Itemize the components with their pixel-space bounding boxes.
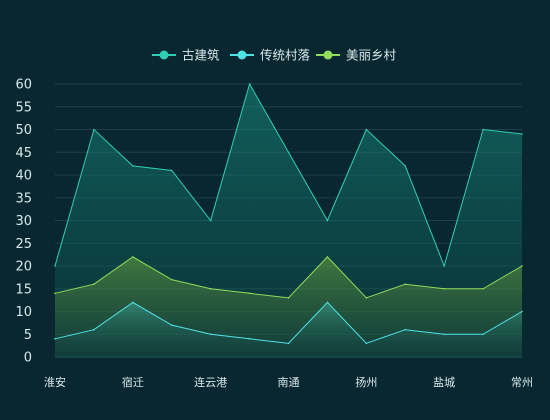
legend-marker-icon <box>323 50 333 60</box>
data-point <box>521 265 523 267</box>
data-point <box>521 133 523 135</box>
data-point <box>365 297 368 299</box>
series-areas <box>55 84 522 357</box>
data-point <box>287 297 290 299</box>
data-point <box>93 128 95 131</box>
data-point <box>326 301 329 304</box>
x-tick-label: 扬州 <box>355 375 377 389</box>
x-tick-label: 连云港 <box>194 376 227 389</box>
data-point <box>248 338 251 340</box>
legend-item-0[interactable]: 古建筑 <box>152 48 220 63</box>
data-point <box>404 283 407 286</box>
y-tick-label: 30 <box>15 214 32 229</box>
data-point <box>54 338 56 340</box>
y-tick-label: 50 <box>15 123 32 138</box>
data-point <box>404 328 407 331</box>
legend-marker-icon <box>159 50 169 60</box>
x-tick-label: 盐城 <box>433 376 455 389</box>
y-tick-label: 5 <box>24 328 32 343</box>
data-point <box>482 128 484 131</box>
y-tick-label: 20 <box>15 260 32 275</box>
data-point <box>132 256 134 258</box>
data-point <box>248 292 251 295</box>
data-point <box>132 165 134 167</box>
data-point <box>365 128 368 131</box>
y-tick-label: 35 <box>15 191 32 206</box>
data-point <box>326 219 329 222</box>
axes: 0 5 10 15 20 25 30 35 40 45 50 55 60 淮安 宿迁 连云港 南通 扬州 盐城 常州 <box>15 78 533 390</box>
data-point <box>170 169 173 172</box>
data-point <box>93 283 95 286</box>
data-point <box>443 287 445 290</box>
y-tick-label: 60 <box>15 78 32 93</box>
x-tick-label: 常州 <box>511 376 533 389</box>
data-point <box>54 265 56 267</box>
x-tick-label: 宿迁 <box>122 375 144 389</box>
legend: 古建筑 传统村落 美丽乡村 <box>152 48 397 63</box>
y-tick-label: 40 <box>15 169 32 184</box>
legend-marker-icon <box>237 50 247 60</box>
data-point <box>404 165 407 167</box>
data-point <box>482 287 484 290</box>
legend-item-2[interactable]: 美丽乡村 <box>316 48 397 63</box>
data-point <box>365 342 368 345</box>
legend-label: 美丽乡村 <box>346 48 397 63</box>
data-point <box>248 83 251 85</box>
data-point <box>482 333 484 336</box>
y-tick-label: 45 <box>15 146 32 161</box>
legend-label: 传统村落 <box>260 48 311 63</box>
data-point <box>521 310 523 313</box>
area-fill-series-1 <box>55 302 522 357</box>
y-tick-label: 10 <box>15 305 32 320</box>
data-point <box>93 328 95 331</box>
legend-item-1[interactable]: 传统村落 <box>230 48 311 63</box>
data-point <box>209 287 212 290</box>
data-point <box>287 342 290 345</box>
data-point <box>443 265 445 267</box>
y-tick-label: 25 <box>15 237 32 252</box>
data-point <box>443 333 445 336</box>
legend-label: 古建筑 <box>182 48 220 63</box>
y-tick-label: 15 <box>15 282 32 297</box>
data-point <box>209 333 212 336</box>
data-point <box>209 219 212 222</box>
data-point <box>170 278 173 281</box>
data-point <box>326 256 329 258</box>
data-point <box>132 301 134 304</box>
x-tick-label: 淮安 <box>44 375 66 389</box>
data-point <box>287 151 290 154</box>
data-point <box>170 324 173 326</box>
y-tick-label: 55 <box>15 100 32 115</box>
series-lines <box>54 82 523 345</box>
x-tick-label: 南通 <box>278 376 300 389</box>
y-tick-label: 0 <box>24 351 32 366</box>
data-point <box>54 292 56 295</box>
